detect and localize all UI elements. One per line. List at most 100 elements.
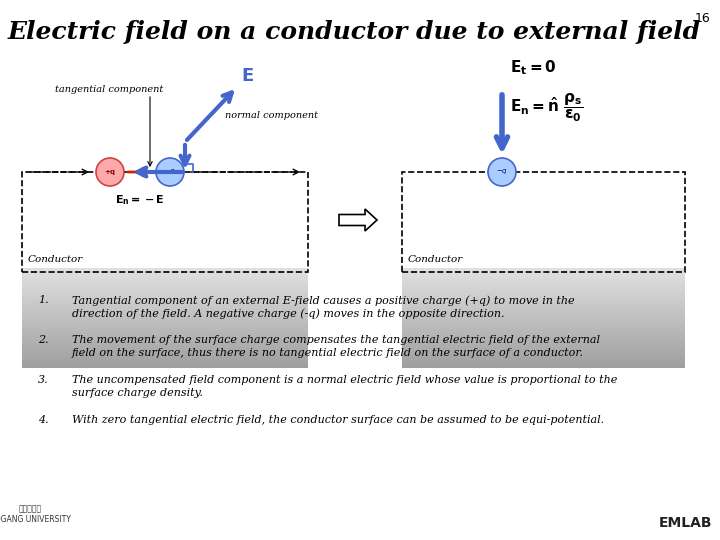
Bar — [22, 353, 308, 354]
Bar — [402, 283, 685, 284]
Bar — [22, 341, 308, 342]
Bar — [22, 310, 308, 311]
Circle shape — [156, 158, 184, 186]
Bar — [22, 348, 308, 349]
Bar — [402, 302, 685, 303]
Bar — [22, 290, 308, 291]
Bar — [402, 311, 685, 312]
Bar — [402, 291, 685, 292]
Bar — [402, 332, 685, 333]
Bar — [402, 357, 685, 358]
Bar — [402, 358, 685, 359]
Bar — [402, 279, 685, 280]
Bar — [402, 172, 685, 272]
Bar — [22, 307, 308, 308]
Bar — [22, 277, 308, 278]
Bar — [402, 337, 685, 338]
Bar — [402, 280, 685, 281]
Bar — [22, 172, 308, 272]
Bar — [402, 362, 685, 363]
Bar — [402, 272, 685, 273]
Bar — [22, 287, 308, 288]
Text: surface charge density.: surface charge density. — [72, 388, 203, 398]
Bar — [402, 303, 685, 304]
Bar — [402, 288, 685, 289]
Bar — [402, 282, 685, 283]
Bar — [402, 278, 685, 279]
Bar — [22, 355, 308, 356]
Bar — [402, 269, 685, 270]
Bar — [22, 293, 308, 294]
Bar — [402, 351, 685, 352]
Bar — [22, 359, 308, 360]
Bar — [22, 285, 308, 286]
Bar — [22, 332, 308, 333]
Bar — [402, 366, 685, 367]
Bar — [402, 363, 685, 364]
Bar — [402, 345, 685, 346]
Text: $\mathbf{E_t = 0}$: $\mathbf{E_t = 0}$ — [510, 59, 557, 77]
Bar — [22, 325, 308, 326]
Bar — [22, 298, 308, 299]
Text: $\mathbf{E}$: $\mathbf{E}$ — [241, 67, 254, 85]
Bar — [22, 357, 308, 358]
Text: The uncompensated field component is a normal electric field whose value is prop: The uncompensated field component is a n… — [72, 375, 617, 385]
Circle shape — [96, 158, 124, 186]
Bar — [402, 321, 685, 322]
Bar — [402, 276, 685, 277]
Text: $\mathbf{E_n = \hat{n}\ \dfrac{\rho_s}{\varepsilon_0}}$: $\mathbf{E_n = \hat{n}\ \dfrac{\rho_s}{\… — [510, 92, 583, 124]
Bar — [22, 323, 308, 324]
Bar — [22, 302, 308, 303]
Text: direction of the field. A negative charge (-q) moves in the opposite direction.: direction of the field. A negative charg… — [72, 308, 505, 319]
Bar — [22, 292, 308, 293]
Bar — [402, 287, 685, 288]
Bar — [22, 362, 308, 363]
Bar — [402, 294, 685, 295]
Bar — [402, 334, 685, 335]
Bar — [22, 352, 308, 353]
Bar — [402, 299, 685, 300]
Bar — [22, 309, 308, 310]
Bar — [22, 299, 308, 300]
Bar — [22, 282, 308, 283]
Bar — [22, 306, 308, 307]
Bar — [22, 344, 308, 345]
Text: $-q$: $-q$ — [164, 167, 176, 177]
Bar — [22, 276, 308, 277]
Text: 16: 16 — [694, 12, 710, 25]
Bar — [402, 275, 685, 276]
Bar — [22, 358, 308, 359]
Bar — [402, 333, 685, 334]
Bar — [402, 322, 685, 323]
Bar — [22, 351, 308, 352]
Bar — [402, 305, 685, 306]
Bar — [402, 300, 685, 301]
Bar — [22, 336, 308, 337]
Bar — [402, 290, 685, 291]
Bar — [22, 300, 308, 301]
Bar — [22, 337, 308, 338]
Bar — [22, 296, 308, 297]
Bar — [402, 271, 685, 272]
Bar — [402, 323, 685, 324]
Bar — [402, 354, 685, 355]
Bar — [22, 315, 308, 316]
Bar — [402, 364, 685, 365]
Bar — [402, 296, 685, 297]
Bar — [402, 308, 685, 309]
Bar — [22, 269, 308, 270]
Bar — [402, 340, 685, 341]
Bar — [22, 318, 308, 319]
Bar — [402, 348, 685, 349]
Bar — [402, 343, 685, 344]
Bar — [402, 360, 685, 361]
Text: EMLAB: EMLAB — [659, 516, 712, 530]
Bar — [402, 331, 685, 332]
Bar — [22, 297, 308, 298]
Bar — [22, 268, 308, 269]
Bar — [402, 273, 685, 274]
Bar — [22, 283, 308, 284]
Bar — [402, 318, 685, 319]
Bar — [22, 356, 308, 357]
Bar — [402, 349, 685, 350]
